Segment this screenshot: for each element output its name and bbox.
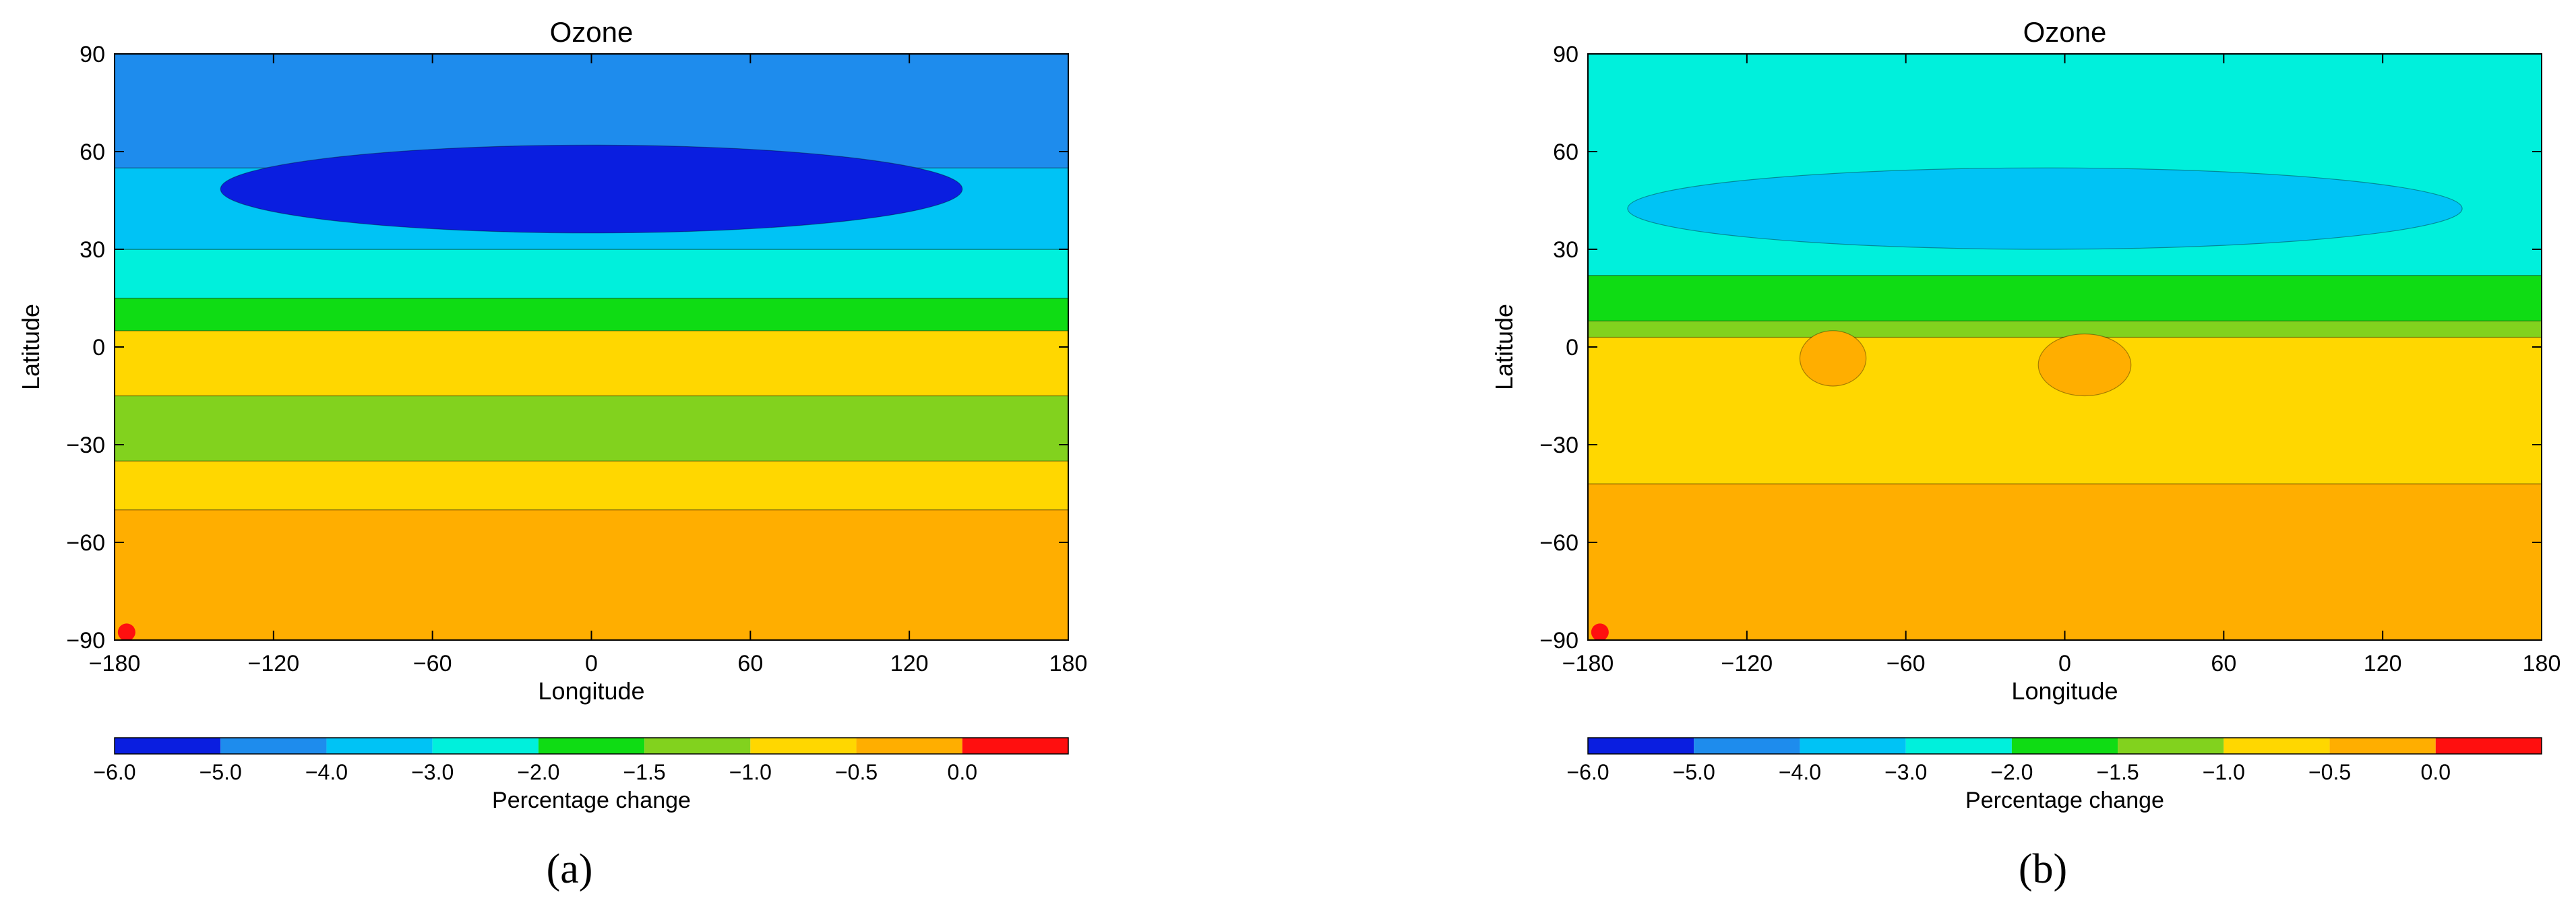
- y-axis-label: Latitude: [1490, 304, 1518, 390]
- x-axis-label: Longitude: [2011, 677, 2118, 705]
- colorbar-bin: [1800, 738, 1906, 754]
- y-tick-label: 90: [1553, 42, 1578, 67]
- field-region: [115, 249, 1068, 299]
- map-field: [1588, 54, 2542, 640]
- field-region: [115, 509, 1068, 640]
- colorbar-bin: [856, 738, 962, 754]
- x-tick-label: 60: [2211, 651, 2236, 676]
- x-tick-label: −180: [1562, 651, 1614, 676]
- colorbar-bin: [326, 738, 433, 754]
- field-region: [2037, 334, 2132, 397]
- colorbar-bin: [2118, 738, 2224, 754]
- field-region: [1588, 483, 2542, 640]
- colorbar-tick-label: −5.0: [1673, 760, 1715, 784]
- colorbar-bin: [962, 738, 1068, 754]
- panel-a: Ozone −180 −120 −60 0 60 120 180 90 60 30 0 −30 −60 −9…: [0, 0, 1213, 919]
- x-tick-label: −60: [413, 651, 452, 676]
- x-tick-label: 180: [1049, 651, 1088, 676]
- colorbar-tick-label: −0.5: [835, 760, 878, 784]
- y-tick-label: −30: [66, 433, 105, 458]
- panel-label-a: (a): [546, 846, 593, 892]
- field-region: [115, 330, 1068, 397]
- chart-b-svg: Ozone −180 −120 −60 0 60 120 180 90 60 30 0 −30 −60 −9…: [1490, 16, 2561, 813]
- colorbar-tick-label: −1.0: [729, 760, 772, 784]
- colorbar-label: Percentage change: [1965, 788, 2164, 813]
- marker-point: [1591, 623, 1609, 640]
- colorbar-tick-label: −1.0: [2203, 760, 2245, 784]
- y-tick-label: 90: [80, 42, 105, 67]
- panel-label-b: (b): [2018, 846, 2068, 892]
- colorbar-bin: [432, 738, 539, 754]
- colorbar-bin: [644, 738, 751, 754]
- map-field: [115, 54, 1068, 640]
- field-region: [220, 144, 963, 234]
- colorbar-bin: [2329, 738, 2436, 754]
- x-tick-label: −180: [89, 651, 141, 676]
- colorbar-tick-label: −1.5: [623, 760, 666, 784]
- colorbar-tick-label: −2.0: [1990, 760, 2033, 784]
- field-region: [1588, 275, 2542, 321]
- colorbar-bin: [220, 738, 327, 754]
- x-tick-label: 0: [585, 651, 598, 676]
- y-tick-label: 0: [1566, 335, 1578, 360]
- colorbar-tick-label: −5.0: [200, 760, 242, 784]
- colorbar-tick-label: −1.5: [2097, 760, 2139, 784]
- colorbar-tick-label: −6.0: [93, 760, 135, 784]
- field-region: [1588, 320, 2542, 338]
- y-tick-label: −90: [66, 628, 105, 654]
- x-axis-label: Longitude: [538, 677, 644, 705]
- colorbar-tick-label: 0.0: [948, 760, 977, 784]
- colorbar-tick-label: −4.0: [305, 760, 348, 784]
- field-region: [115, 395, 1068, 462]
- colorbar-bin: [1588, 738, 1694, 754]
- chart-title: Ozone: [550, 16, 634, 48]
- y-axis-label: Latitude: [17, 304, 44, 390]
- colorbar-tick-label: 0.0: [2421, 760, 2451, 784]
- x-tick-label: −120: [1721, 651, 1773, 676]
- colorbar-tick-label: −4.0: [1779, 760, 1821, 784]
- y-tick-label: 60: [80, 139, 105, 165]
- colorbar-tick-label: −2.0: [517, 760, 559, 784]
- colorbar-tick-label: −3.0: [1884, 760, 1927, 784]
- y-tick-label: 30: [1553, 237, 1578, 263]
- x-tick-label: 120: [2364, 651, 2402, 676]
- colorbar-bin: [538, 738, 645, 754]
- colorbar-tick-label: −3.0: [411, 760, 454, 784]
- colorbar-bin: [115, 738, 221, 754]
- field-region: [115, 460, 1068, 511]
- field-region: [1627, 167, 2463, 250]
- colorbar-bin: [1694, 738, 1800, 754]
- y-tick-label: −90: [1539, 628, 1578, 654]
- colorbar-bin: [2224, 738, 2330, 754]
- y-tick-label: 60: [1553, 139, 1578, 165]
- y-tick-label: −60: [66, 530, 105, 556]
- y-tick-label: 30: [80, 237, 105, 263]
- y-tick-label: −60: [1539, 530, 1578, 556]
- x-tick-label: 0: [2058, 651, 2071, 676]
- x-tick-label: −60: [1887, 651, 1926, 676]
- chart-title: Ozone: [2023, 16, 2107, 48]
- colorbar-bin: [1905, 738, 2012, 754]
- field-region: [1799, 330, 1867, 387]
- chart-a-svg: Ozone −180 −120 −60 0 60 120 180 90 60 30 0 −30 −60 −9…: [17, 16, 1088, 813]
- colorbar-bin: [2435, 738, 2542, 754]
- colorbar-tick-label: −0.5: [2308, 760, 2351, 784]
- x-tick-label: 120: [890, 651, 929, 676]
- x-tick-label: 60: [737, 651, 763, 676]
- panel-b: Ozone −180 −120 −60 0 60 120 180 90 60 30 0 −30 −60 −9…: [1473, 0, 2576, 919]
- colorbar-frame: [1587, 737, 2542, 755]
- marker-point: [117, 623, 135, 640]
- x-tick-label: 180: [2523, 651, 2561, 676]
- colorbar-frame: [114, 737, 1069, 755]
- colorbar-tick-label: −6.0: [1566, 760, 1609, 784]
- field-region: [115, 297, 1068, 331]
- y-tick-label: −30: [1539, 433, 1578, 458]
- colorbar-bin: [2011, 738, 2118, 754]
- colorbar-bin: [750, 738, 857, 754]
- colorbar-label: Percentage change: [492, 788, 691, 813]
- y-tick-label: 0: [92, 335, 105, 360]
- x-tick-label: −120: [248, 651, 300, 676]
